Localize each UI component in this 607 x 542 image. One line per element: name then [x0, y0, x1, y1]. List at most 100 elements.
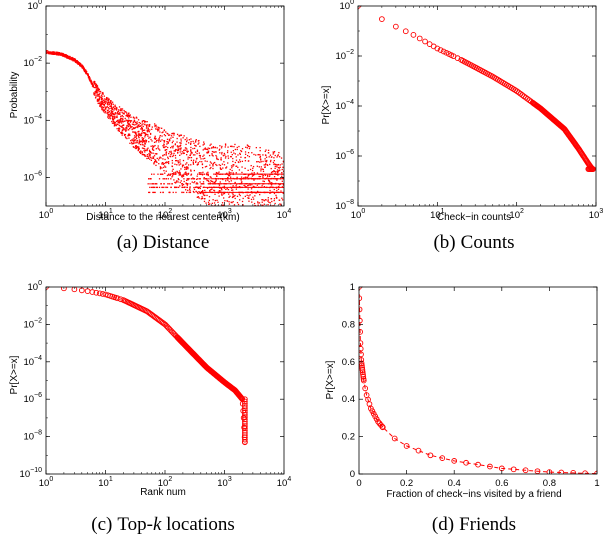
data-point: [151, 183, 153, 185]
data-point: [107, 107, 110, 109]
data-point: [180, 144, 182, 146]
caption-suffix: locations: [161, 514, 234, 535]
data-point: [203, 177, 205, 179]
data-point: [260, 222, 261, 223]
data-point: [140, 150, 142, 152]
data-point: [144, 134, 146, 136]
data-point: [234, 143, 236, 146]
data-point: [247, 169, 249, 172]
data-point: [126, 120, 129, 122]
data-point: [79, 65, 82, 67]
data-point: [143, 148, 146, 150]
data-point: [160, 183, 162, 185]
data-point: [223, 192, 226, 195]
data-point: [111, 111, 113, 114]
data-point: [198, 187, 200, 189]
data-point: [570, 470, 577, 474]
data-point: [221, 194, 223, 196]
data-point: [192, 163, 195, 165]
data-point: [217, 201, 219, 203]
y-tick-label: 100: [340, 0, 355, 12]
data-point: [415, 447, 422, 454]
data-point: [158, 148, 160, 150]
data-point: [193, 191, 195, 194]
data-point: [217, 172, 219, 174]
data-point: [122, 132, 124, 135]
data-point: [54, 53, 56, 55]
figure-caption: (c) Top-k locations: [91, 514, 235, 535]
data-point: [102, 109, 105, 112]
data-point: [171, 176, 173, 178]
data-point: [218, 149, 220, 151]
data-point: [214, 208, 215, 209]
data-point: [262, 154, 264, 156]
data-point: [206, 179, 208, 182]
data-point: [226, 151, 229, 154]
data-point: [463, 459, 469, 466]
data-point: [154, 144, 156, 147]
data-point: [228, 171, 230, 173]
data-point: [59, 53, 62, 55]
data-point: [101, 100, 104, 103]
tick-base: 10: [158, 478, 169, 489]
data-point: [274, 216, 275, 217]
data-point: [252, 208, 253, 209]
data-point: [242, 197, 244, 200]
data-point: [100, 98, 102, 100]
data-point: [188, 191, 190, 194]
data-point: [269, 192, 271, 194]
data-point: [70, 58, 73, 60]
data-point: [213, 202, 216, 204]
data-point: [228, 172, 231, 174]
data-point: [260, 216, 261, 217]
data-point: [106, 112, 108, 114]
data-point: [132, 128, 134, 130]
data-point: [149, 132, 152, 135]
data-point: [101, 106, 103, 108]
data-point: [273, 176, 276, 178]
data-point: [202, 183, 204, 185]
data-point: [218, 195, 220, 197]
data-point: [248, 217, 249, 218]
data-point: [232, 185, 234, 187]
data-point: [156, 157, 158, 160]
data-point: [219, 152, 221, 154]
tick-exponent: 3: [228, 208, 232, 215]
data-point: [247, 151, 250, 154]
data-point: [110, 107, 112, 110]
data-point: [224, 143, 227, 145]
data-point: [130, 116, 132, 118]
y-tick-label: 10−2: [23, 56, 42, 69]
data-point: [92, 86, 95, 88]
data-point: [256, 212, 257, 213]
data-point: [205, 202, 207, 204]
data-point: [184, 149, 187, 151]
x-tick-label: 103: [217, 476, 232, 489]
data-point: [198, 142, 200, 144]
data-point: [114, 295, 121, 302]
data-point: [109, 100, 111, 102]
data-point: [242, 204, 244, 206]
data-point: [230, 201, 232, 203]
data-point: [280, 190, 282, 192]
data-point: [193, 188, 196, 191]
data-point: [93, 289, 100, 296]
data-point: [91, 82, 94, 85]
data-point: [260, 166, 262, 168]
data-point: [279, 164, 281, 166]
data-point: [146, 131, 149, 133]
data-point: [174, 173, 176, 175]
tick-base: 10: [217, 210, 228, 221]
data-point: [110, 112, 112, 114]
data-point: [269, 202, 271, 204]
data-point: [126, 114, 128, 116]
data-point: [149, 186, 151, 189]
data-point: [77, 61, 80, 63]
data-point: [204, 189, 206, 192]
data-point: [247, 145, 250, 148]
data-point: [170, 178, 172, 180]
data-point: [161, 186, 163, 189]
data-point: [270, 184, 273, 186]
data-point: [510, 466, 517, 473]
